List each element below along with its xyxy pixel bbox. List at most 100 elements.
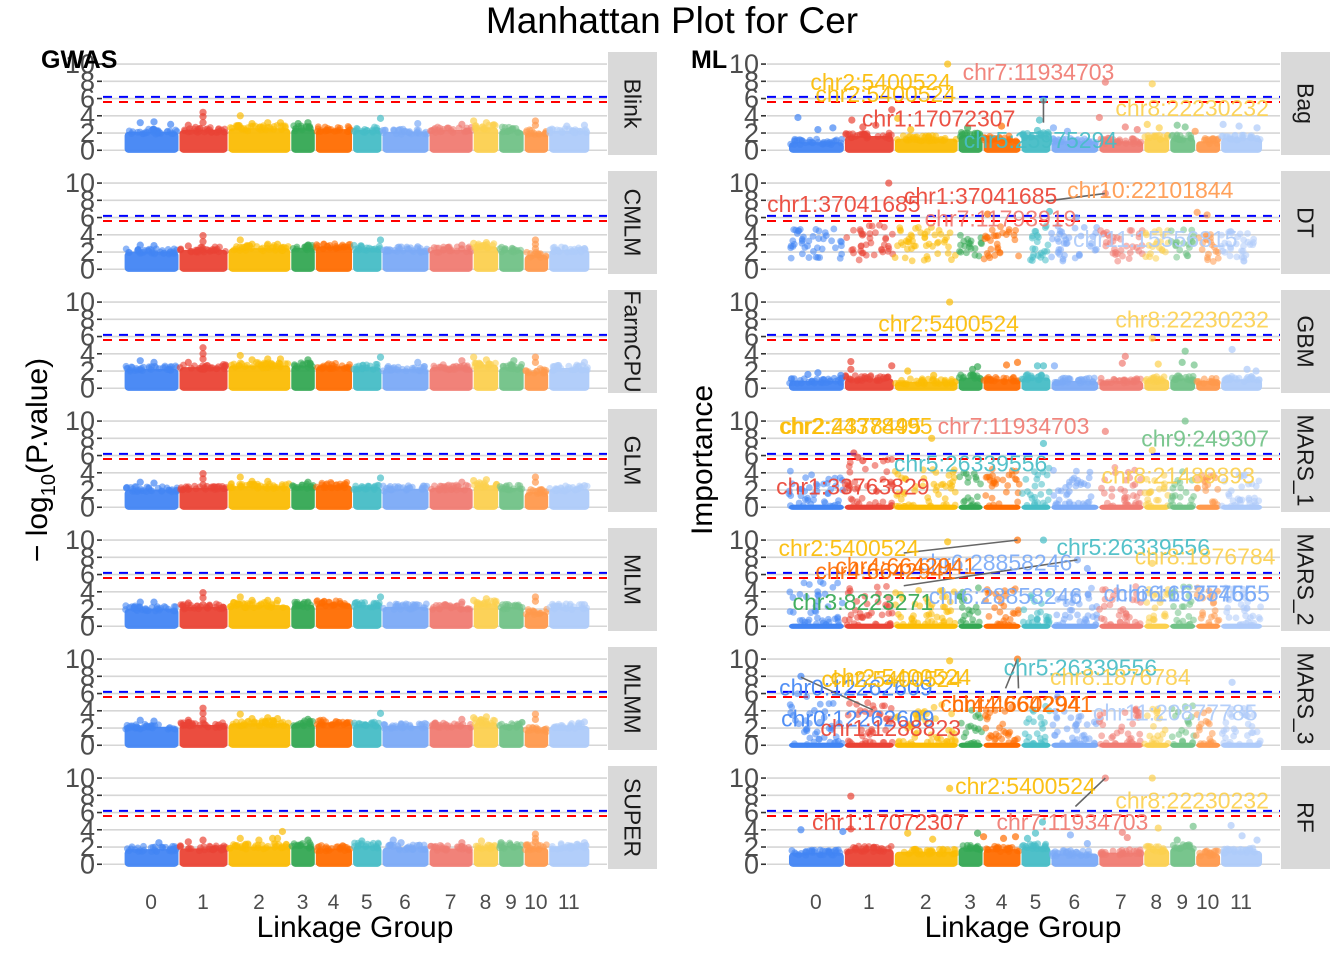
peak-point (1083, 564, 1091, 573)
data-point (320, 597, 328, 605)
data-point (796, 136, 803, 144)
peak-point (1035, 116, 1044, 124)
data-point (823, 379, 831, 387)
data-point (1174, 609, 1182, 617)
data-point (1054, 249, 1062, 256)
data-point (517, 364, 525, 371)
data-point (904, 740, 912, 748)
data-point (865, 222, 873, 230)
data-point (1129, 492, 1137, 499)
data-point (177, 486, 185, 494)
data-point (993, 375, 1001, 383)
data-point (988, 494, 996, 502)
peak-point (1154, 360, 1162, 368)
data-point (1029, 253, 1037, 261)
data-point (874, 133, 882, 140)
peak-point (497, 839, 505, 847)
chromosome-blob-0 (124, 131, 179, 153)
peak-point (184, 121, 192, 129)
data-point (1098, 615, 1105, 622)
data-point (1073, 479, 1081, 487)
facet-strip: SUPER (608, 766, 657, 869)
data-point (843, 848, 851, 856)
strip-label: FarmCPU (620, 290, 646, 392)
data-point (165, 486, 172, 494)
data-point (403, 243, 411, 251)
data-point (195, 847, 203, 855)
peak-point (184, 358, 192, 367)
data-point (957, 231, 964, 239)
data-point (1239, 247, 1247, 255)
peak-point (264, 240, 272, 248)
data-point (960, 733, 968, 741)
data-point (1055, 496, 1063, 504)
data-point (967, 502, 975, 510)
data-point (927, 850, 935, 857)
data-point (1082, 616, 1090, 624)
data-point (1196, 726, 1203, 734)
peak-point (1178, 358, 1186, 367)
facet-strip: MLM (608, 528, 657, 631)
data-point (804, 618, 812, 626)
peak-point (273, 596, 282, 605)
data-point (1218, 502, 1226, 510)
y-tick-label: 10 (65, 406, 95, 436)
data-point (1182, 489, 1190, 496)
data-point (805, 254, 813, 261)
data-point (290, 722, 298, 729)
data-point (379, 367, 387, 375)
data-point (870, 251, 878, 259)
data-point (502, 245, 510, 253)
data-point (329, 365, 337, 372)
data-point (429, 721, 437, 729)
data-point (568, 606, 576, 613)
data-point (134, 486, 142, 494)
chromosome-blob-9 (499, 249, 524, 272)
y-tick-label: 2 (80, 118, 95, 148)
peak-point (184, 242, 192, 250)
peak-point (1002, 361, 1011, 369)
data-point (551, 724, 559, 732)
data-point (549, 843, 556, 850)
data-point (974, 725, 982, 733)
data-point (1200, 136, 1208, 144)
peak-point (150, 479, 158, 487)
data-point (149, 126, 157, 134)
data-point (943, 608, 951, 616)
data-point (826, 502, 834, 510)
peak-point (199, 470, 207, 478)
data-point (1152, 132, 1160, 140)
strip-label: MLMM (620, 663, 646, 733)
data-point (1161, 610, 1169, 618)
data-point (930, 480, 938, 488)
data-point (440, 722, 447, 730)
data-point (900, 848, 908, 856)
data-point (909, 501, 917, 509)
peak-point (482, 119, 490, 127)
peak-point (264, 119, 272, 127)
data-point (1244, 238, 1252, 246)
data-point (803, 740, 811, 748)
chromosome-blob-11 (549, 130, 590, 153)
data-point (1063, 725, 1071, 733)
data-point (280, 484, 288, 492)
data-point (1089, 378, 1097, 385)
peak-point (1101, 427, 1109, 436)
y-tick-label: 8 (80, 542, 95, 572)
data-point (1053, 728, 1061, 736)
data-point (480, 124, 488, 132)
data-point (269, 362, 277, 370)
peak-point (531, 353, 540, 361)
data-point (226, 483, 234, 491)
data-point (1011, 736, 1019, 744)
data-point (969, 616, 977, 624)
peak-point (236, 351, 244, 360)
data-point (352, 363, 360, 371)
data-point (436, 841, 444, 849)
data-point (824, 615, 832, 623)
y-tick-label: 2 (80, 713, 95, 743)
data-point (1033, 609, 1041, 617)
data-point (1042, 840, 1050, 848)
data-point (957, 371, 965, 379)
data-point (975, 618, 983, 626)
